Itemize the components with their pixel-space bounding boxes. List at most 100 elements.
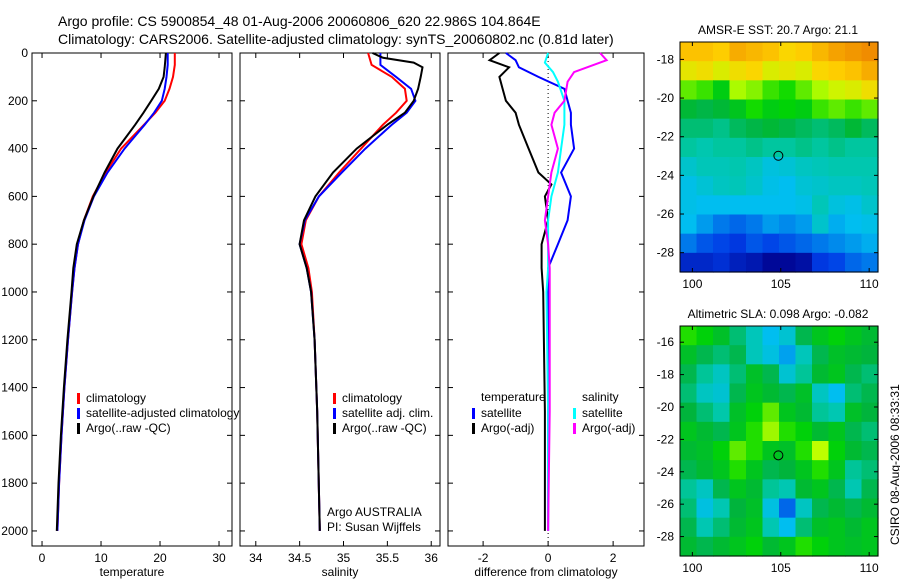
heatmap-cell bbox=[729, 517, 747, 538]
heatmap-cell bbox=[746, 421, 764, 442]
legend-swatch bbox=[573, 408, 576, 419]
heatmap-cell bbox=[845, 233, 863, 254]
x-tick-label: 105 bbox=[771, 561, 791, 575]
heatmap-cell bbox=[861, 460, 879, 480]
heatmap-cell bbox=[713, 345, 731, 365]
heatmap-cell bbox=[845, 195, 863, 216]
heatmap-cell bbox=[812, 42, 830, 62]
heatmap-cell bbox=[696, 137, 714, 158]
heatmap-cell bbox=[746, 42, 764, 62]
heatmap-cell bbox=[812, 61, 830, 81]
heatmap-cell bbox=[795, 252, 813, 273]
salinity-panel: 34 34.5 35 35.5 36 salinity climatologysatelli… bbox=[239, 52, 441, 579]
figure-title-line2: Climatology: CARS2006. Satellite-adjuste… bbox=[58, 31, 614, 47]
heatmap-cell bbox=[696, 214, 714, 235]
heatmap-cell bbox=[680, 441, 698, 461]
heatmap-cell bbox=[795, 364, 813, 385]
heatmap-cell bbox=[696, 383, 714, 404]
heatmap-cell bbox=[779, 517, 797, 538]
heatmap-cell bbox=[779, 42, 797, 62]
heatmap-cell bbox=[861, 441, 879, 461]
heatmap-cell bbox=[696, 345, 714, 365]
heatmap-cell bbox=[845, 61, 863, 81]
heatmap-cell bbox=[762, 233, 780, 254]
heatmap-cell bbox=[779, 460, 797, 480]
heatmap-cell bbox=[762, 441, 780, 461]
heatmap-cell bbox=[828, 252, 846, 273]
heatmap-cell bbox=[795, 42, 813, 62]
heatmap-cell bbox=[696, 326, 714, 346]
heatmap-cell bbox=[696, 99, 714, 120]
y-tick-label: 200 bbox=[8, 94, 28, 108]
heatmap-cell bbox=[861, 137, 879, 158]
heatmap-cell bbox=[729, 118, 747, 139]
heatmap-cell bbox=[795, 61, 813, 81]
legend-label: satellite bbox=[481, 406, 522, 420]
heatmap-cell bbox=[713, 176, 731, 196]
heatmap-cell bbox=[762, 80, 780, 101]
y-tick-label: 1200 bbox=[1, 333, 28, 347]
y-tick-label: -28 bbox=[657, 530, 675, 544]
heatmap-cell bbox=[812, 137, 830, 158]
heatmap-cell bbox=[713, 441, 731, 461]
heatmap-cell bbox=[762, 99, 780, 120]
heatmap-cell bbox=[729, 441, 747, 461]
heatmap-cell bbox=[680, 42, 698, 62]
heatmap-cell bbox=[713, 99, 731, 120]
legend-swatch bbox=[573, 423, 576, 434]
heatmap-cell bbox=[762, 42, 780, 62]
heatmap-cell bbox=[713, 536, 731, 557]
heatmap-cell bbox=[779, 536, 797, 557]
heatmap-cell bbox=[812, 214, 830, 235]
heatmap-cell bbox=[696, 118, 714, 139]
x-tick-label: 35 bbox=[337, 551, 351, 565]
x-axis-label: salinity bbox=[322, 565, 359, 579]
heatmap-cell bbox=[795, 441, 813, 461]
heatmap-cell bbox=[729, 42, 747, 62]
heatmap-cell bbox=[828, 214, 846, 235]
heatmap-cell bbox=[861, 402, 879, 423]
heatmap-cell bbox=[696, 441, 714, 461]
heatmap-cell bbox=[861, 80, 879, 101]
x-tick-label: 2 bbox=[610, 551, 617, 565]
heatmap-cell bbox=[795, 383, 813, 404]
heatmap-cell bbox=[812, 536, 830, 557]
x-tick-label: 100 bbox=[682, 561, 702, 575]
heatmap-cell bbox=[795, 157, 813, 177]
heatmap-cell bbox=[680, 61, 698, 81]
y-tick-label: 800 bbox=[8, 237, 28, 251]
heatmap-cell bbox=[828, 61, 846, 81]
legend-label: Argo(-adj) bbox=[582, 421, 635, 435]
heatmap-cell bbox=[680, 421, 698, 442]
heatmap-cell bbox=[696, 252, 714, 273]
heatmap-cell bbox=[779, 80, 797, 101]
legend-label: climatology bbox=[86, 391, 146, 405]
heatmap-cell bbox=[696, 517, 714, 538]
heatmap-cell bbox=[713, 460, 731, 480]
heatmap-cell bbox=[845, 137, 863, 158]
heatmap-cell bbox=[828, 99, 846, 120]
heatmap-cell bbox=[795, 233, 813, 254]
legend-label: satellite bbox=[582, 406, 623, 420]
heatmap-cell bbox=[845, 479, 863, 500]
heatmap-cell bbox=[795, 517, 813, 538]
heatmap-cell bbox=[861, 176, 879, 196]
heatmap-cell bbox=[795, 460, 813, 480]
heatmap-cell bbox=[762, 383, 780, 404]
heatmap-cell bbox=[795, 402, 813, 423]
figure-title-line1: Argo profile: CS 5900854_48 01-Aug-2006 … bbox=[58, 13, 541, 29]
heatmap-cell bbox=[795, 214, 813, 235]
map-frame bbox=[679, 41, 879, 273]
heatmap-cell bbox=[713, 364, 731, 385]
heatmap-cell bbox=[729, 233, 747, 254]
legend-swatch bbox=[333, 393, 336, 404]
heatmap-cell bbox=[746, 441, 764, 461]
heatmap-cell bbox=[861, 42, 879, 62]
heatmap-cell bbox=[779, 479, 797, 500]
heatmap-cell bbox=[696, 42, 714, 62]
heatmap-cell bbox=[845, 517, 863, 538]
heatmap-cell bbox=[762, 326, 780, 346]
heatmap-cell bbox=[680, 364, 698, 385]
y-tick-label: -28 bbox=[657, 246, 675, 260]
